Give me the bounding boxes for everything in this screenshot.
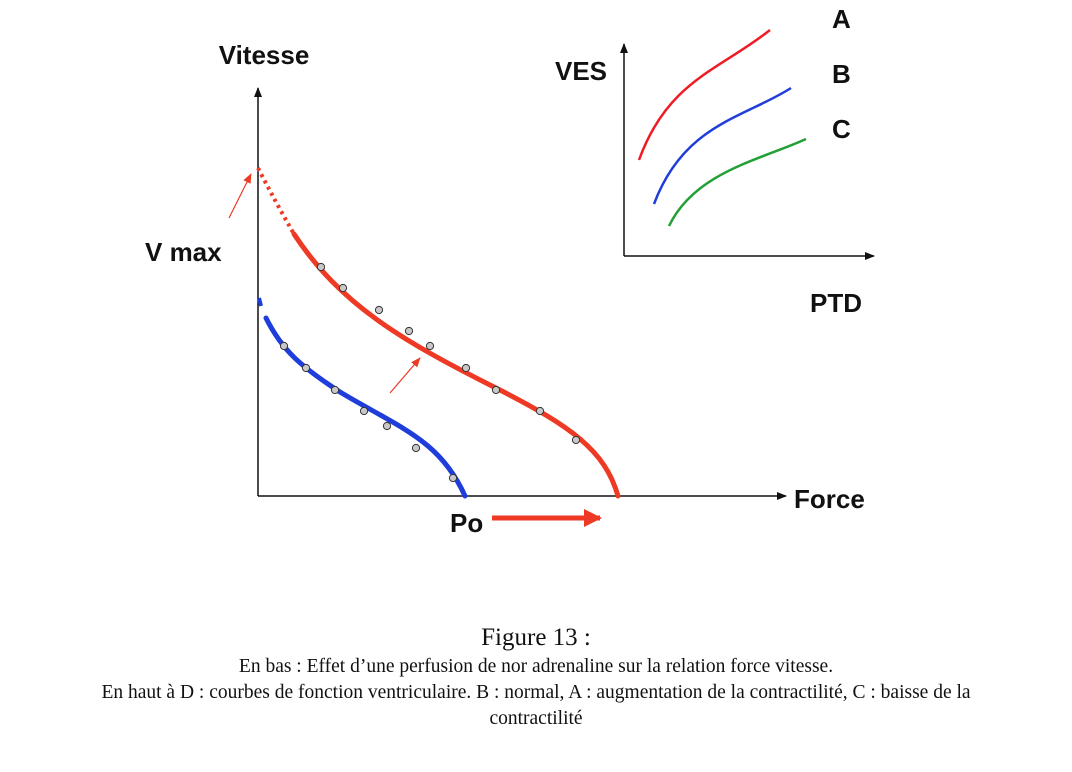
caption-line-3: contractilité [489, 708, 583, 729]
curve-a [637, 29, 771, 161]
figure-caption: Figure 13 : En bas : Effet d’une perfusi… [0, 622, 1072, 732]
caption-line-2: En haut à D : courbes de fonction ventri… [101, 682, 971, 703]
vmax-label: V max [145, 237, 222, 267]
curve-label-c: C [832, 114, 851, 144]
red-data-point [461, 363, 471, 373]
main-y-axis-label: Vitesse [219, 40, 310, 70]
red-data-point [571, 435, 581, 445]
main-x-axis-label: Force [794, 484, 865, 514]
red-data-point [425, 341, 435, 351]
red-data-point [374, 305, 384, 315]
blue-data-point [279, 341, 289, 351]
curve-label-b: B [832, 59, 851, 89]
red-data-point [316, 262, 326, 272]
vmax-pointer-arrow [228, 173, 252, 219]
red-curve-extrapolated [256, 167, 296, 236]
blue-data-point [359, 406, 369, 416]
red-data-point [404, 326, 414, 336]
curve-shift-arrow [389, 357, 421, 394]
blue-data-point [448, 473, 458, 483]
red-data-point [338, 283, 348, 293]
caption-line-1: En bas : Effet d’une perfusion de nor ad… [238, 656, 834, 677]
curve-b [652, 86, 792, 205]
blue-data-point [330, 385, 340, 395]
blue-force-velocity-curve [263, 315, 468, 499]
inset-y-axis-label: VES [555, 56, 607, 86]
curve-label-a: A [832, 4, 851, 34]
blue-curve-extrapolated [257, 297, 263, 307]
blue-data-point [411, 443, 421, 453]
blue-data-point [301, 363, 311, 373]
blue-data-point [382, 421, 392, 431]
red-data-point [535, 406, 545, 416]
po-label: Po [450, 508, 483, 538]
red-data-point [491, 385, 501, 395]
inset-x-axis-label: PTD [810, 288, 862, 318]
red-force-velocity-curve [291, 231, 621, 499]
caption-title: Figure 13 : [481, 624, 591, 651]
curve-c [667, 137, 807, 227]
